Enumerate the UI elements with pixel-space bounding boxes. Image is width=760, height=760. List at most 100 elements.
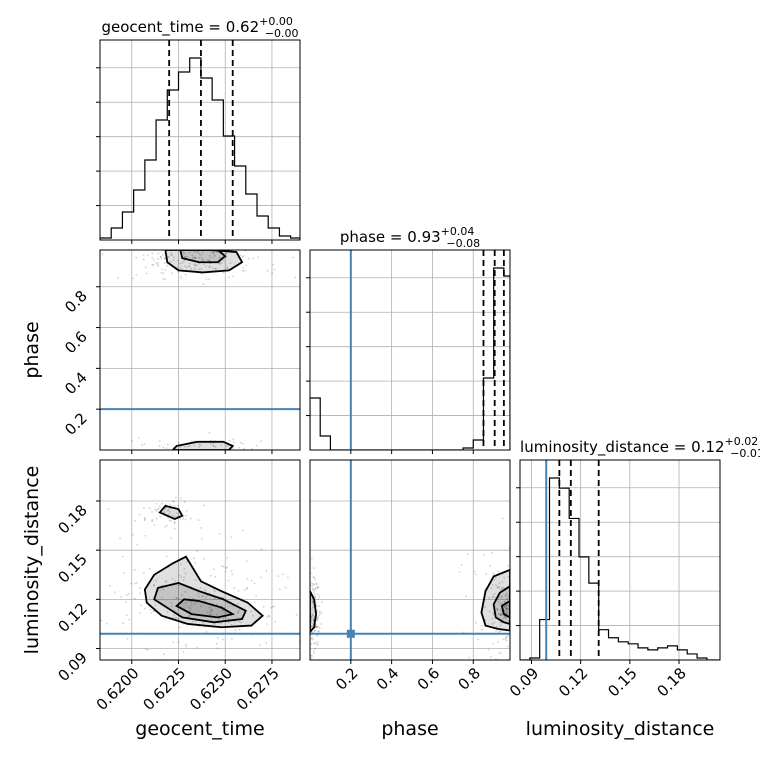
tick-label-y: 0.15 [54,550,90,586]
sample-point [199,244,201,246]
sample-point [237,243,239,245]
sample-point [153,583,156,586]
sample-point [183,501,186,504]
sample-point [318,626,321,629]
sample-point [500,587,503,590]
sample-point [159,256,162,258]
sample-point [233,441,235,443]
sample-point [135,256,138,259]
sample-point [226,556,229,559]
sample-point [152,264,155,266]
sample-point [311,585,314,588]
sample-point [281,573,284,576]
sample-point [498,630,501,633]
sample-point [173,515,176,518]
sample-point [213,254,216,257]
sample-point [110,222,112,224]
sample-point [81,629,83,631]
sample-point [193,557,195,560]
sample-point [514,604,516,606]
sample-point [271,605,274,608]
sample-point [150,246,152,248]
sample-point [230,536,233,539]
sample-point [209,236,211,238]
sample-point [188,265,191,268]
tick-label-x: 0.6225 [139,664,189,714]
sample-point [194,257,197,259]
sample-point [177,504,180,507]
sample-point [218,617,220,620]
sample-point [513,633,515,635]
panel-frame [309,459,511,661]
title-value: geocent_time = 0.62 [101,18,259,37]
sample-point [208,278,211,280]
sample-point [294,276,297,279]
sample-point [512,577,514,579]
sample-point [512,601,514,603]
panel-content [100,40,300,240]
sample-point [164,278,166,281]
sample-point [314,626,317,628]
sample-point [501,595,503,598]
sample-point [45,597,47,599]
sample-point [202,283,205,286]
sample-point [489,564,491,567]
sample-point [250,245,252,247]
sample-point [496,625,498,628]
sample-point [505,639,508,642]
sample-point [205,589,207,592]
sample-point [144,266,147,269]
sample-point [143,519,146,522]
sample-point [171,578,173,580]
sample-point [193,256,196,259]
sample-point [255,594,258,597]
contour-level-3 [500,599,510,619]
histogram-luminosity_distance [520,477,720,660]
sample-point [201,595,204,598]
sample-point [200,537,203,540]
sample-point [226,266,229,268]
sample-point [154,508,157,511]
sample-point [147,648,149,651]
sample-point [483,554,486,556]
sample-point [241,269,244,272]
sample-point [184,265,187,267]
sample-point [225,567,228,569]
sample-point [187,445,190,448]
sample-point [502,617,505,619]
sample-point [151,510,153,513]
sample-point [497,585,500,588]
sample-point [178,754,180,756]
sample-point [161,661,163,663]
sample-point [501,586,504,589]
sample-point [278,588,281,591]
sample-point [179,517,182,520]
sample-point [277,575,280,578]
sample-point [127,592,130,595]
sample-point [314,662,316,664]
sample-point [160,257,163,260]
sample-point [245,560,248,562]
sample-point [255,444,258,447]
sample-point [171,515,174,517]
sample-point [177,456,179,458]
sample-point [165,524,168,527]
sample-point [195,671,197,673]
sample-point [312,587,315,590]
sample-point [130,440,133,442]
sample-point [197,519,200,521]
sample-point [195,251,198,254]
sample-point [496,586,499,589]
sample-point [306,618,308,620]
sample-point [504,638,507,640]
sample-point [51,600,53,602]
sample-point [143,443,146,446]
tick-label-x: 0.12 [555,664,591,700]
sample-point [151,519,154,521]
sample-point [227,618,230,621]
sample-point [167,508,170,511]
panel-title-phase: phase = 0.93+0.04 −0.08 [340,225,480,250]
sample-point [107,508,110,510]
sample-point [241,529,244,532]
